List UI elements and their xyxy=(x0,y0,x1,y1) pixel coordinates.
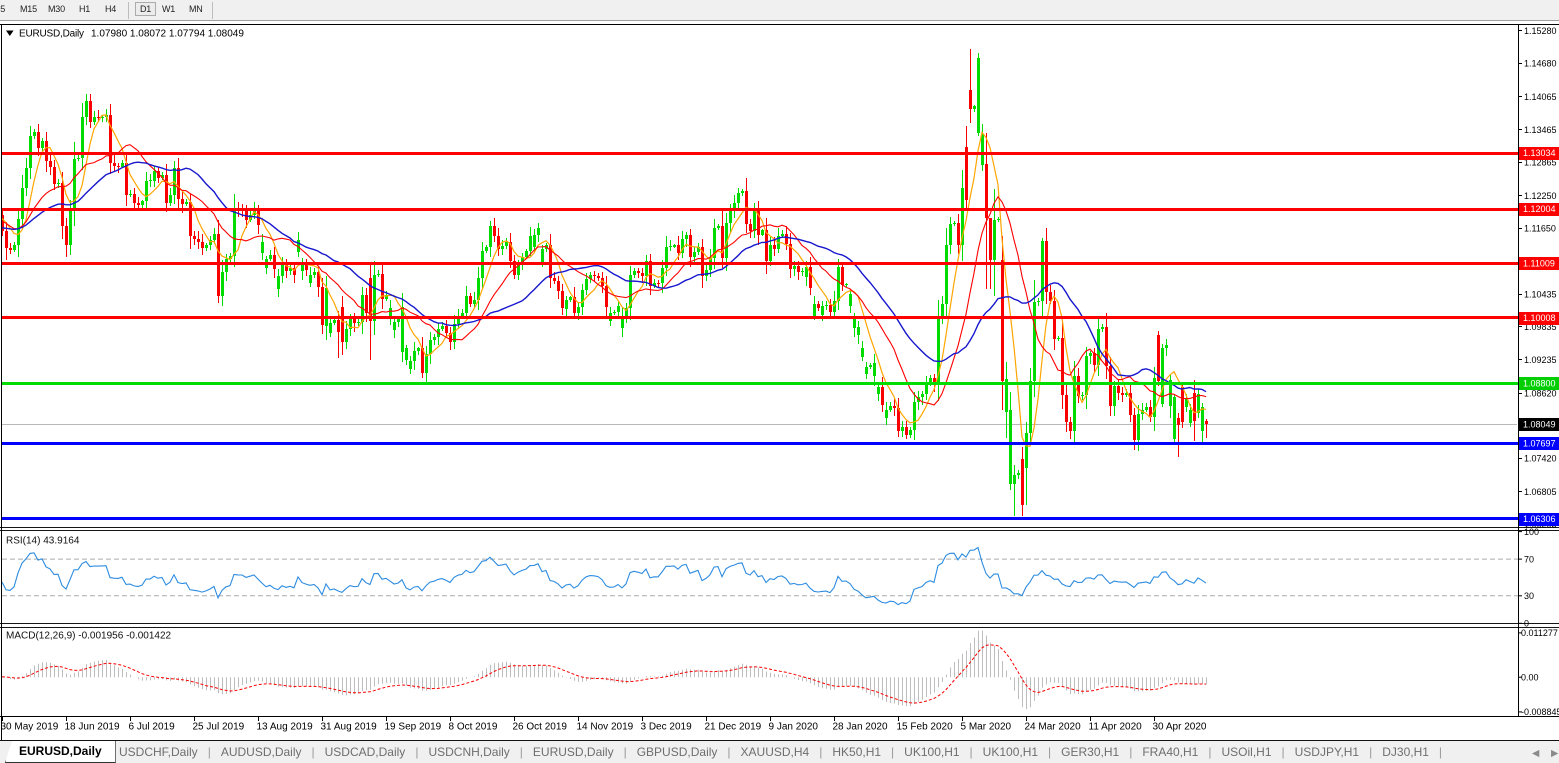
svg-text:0.011277: 0.011277 xyxy=(1521,628,1558,638)
svg-text:1.10008: 1.10008 xyxy=(1523,313,1556,323)
svg-text:1.07420: 1.07420 xyxy=(1524,454,1557,464)
svg-text:1.10435: 1.10435 xyxy=(1524,290,1557,300)
svg-text:MACD(12,26,9) -0.001956 -0.001: MACD(12,26,9) -0.001956 -0.001422 xyxy=(6,631,172,642)
svg-text:1.08049: 1.08049 xyxy=(1523,419,1556,429)
svg-text:30: 30 xyxy=(1524,591,1534,601)
svg-text:1.14065: 1.14065 xyxy=(1524,92,1557,102)
svg-text:1.12865: 1.12865 xyxy=(1524,157,1557,167)
svg-text:1.13034: 1.13034 xyxy=(1523,148,1556,158)
svg-text:1.15280: 1.15280 xyxy=(1524,26,1557,36)
svg-text:1.09235: 1.09235 xyxy=(1524,355,1557,365)
svg-text:11 Apr 2020: 11 Apr 2020 xyxy=(1089,722,1143,733)
svg-text:0.00: 0.00 xyxy=(1521,672,1539,682)
svg-text:1.07697: 1.07697 xyxy=(1523,439,1556,449)
svg-text:1.06306: 1.06306 xyxy=(1523,514,1556,524)
svg-text:5 Mar 2020: 5 Mar 2020 xyxy=(961,722,1012,733)
svg-text:1.12004: 1.12004 xyxy=(1523,204,1556,214)
svg-text:1.07980 1.08072 1.07794 1.0804: 1.07980 1.08072 1.07794 1.08049 xyxy=(91,29,244,40)
svg-text:1.14680: 1.14680 xyxy=(1524,59,1557,69)
svg-text:1.08800: 1.08800 xyxy=(1523,379,1556,389)
svg-text:8 Oct 2019: 8 Oct 2019 xyxy=(449,722,498,733)
svg-text:1.11009: 1.11009 xyxy=(1523,258,1555,268)
svg-text:30 Apr 2020: 30 Apr 2020 xyxy=(1153,722,1207,733)
svg-text:21 Dec 2019: 21 Dec 2019 xyxy=(705,722,762,733)
svg-text:24 Mar 2020: 24 Mar 2020 xyxy=(1025,722,1082,733)
svg-text:RSI(14) 43.9164: RSI(14) 43.9164 xyxy=(6,536,80,547)
svg-text:31 Aug 2019: 31 Aug 2019 xyxy=(321,722,378,733)
svg-text:18 Jun 2019: 18 Jun 2019 xyxy=(65,722,120,733)
svg-text:1.09835: 1.09835 xyxy=(1524,322,1557,332)
svg-text:1.13465: 1.13465 xyxy=(1524,125,1557,135)
svg-text:28 Jan 2020: 28 Jan 2020 xyxy=(833,722,888,733)
svg-text:25 Jul 2019: 25 Jul 2019 xyxy=(193,722,245,733)
svg-text:13 Aug 2019: 13 Aug 2019 xyxy=(257,722,314,733)
svg-text:26 Oct 2019: 26 Oct 2019 xyxy=(513,722,568,733)
svg-text:6 Jul 2019: 6 Jul 2019 xyxy=(129,722,176,733)
svg-text:0: 0 xyxy=(1524,619,1529,629)
svg-text:-0.008845: -0.008845 xyxy=(1521,707,1559,717)
svg-text:14 Nov 2019: 14 Nov 2019 xyxy=(577,722,634,733)
svg-text:15 Feb 2020: 15 Feb 2020 xyxy=(897,722,954,733)
svg-text:EURUSD,Daily: EURUSD,Daily xyxy=(19,29,84,40)
svg-text:19 Sep 2019: 19 Sep 2019 xyxy=(385,722,442,733)
svg-text:1.12250: 1.12250 xyxy=(1524,191,1557,201)
svg-text:1.06805: 1.06805 xyxy=(1524,487,1557,497)
svg-text:1.08620: 1.08620 xyxy=(1524,388,1557,398)
svg-text:3 Dec 2019: 3 Dec 2019 xyxy=(641,722,693,733)
svg-text:30 May 2019: 30 May 2019 xyxy=(1,722,59,733)
svg-text:1.11650: 1.11650 xyxy=(1524,224,1556,234)
svg-text:70: 70 xyxy=(1524,554,1534,564)
svg-text:100: 100 xyxy=(1524,527,1539,537)
svg-text:9 Jan 2020: 9 Jan 2020 xyxy=(769,722,819,733)
